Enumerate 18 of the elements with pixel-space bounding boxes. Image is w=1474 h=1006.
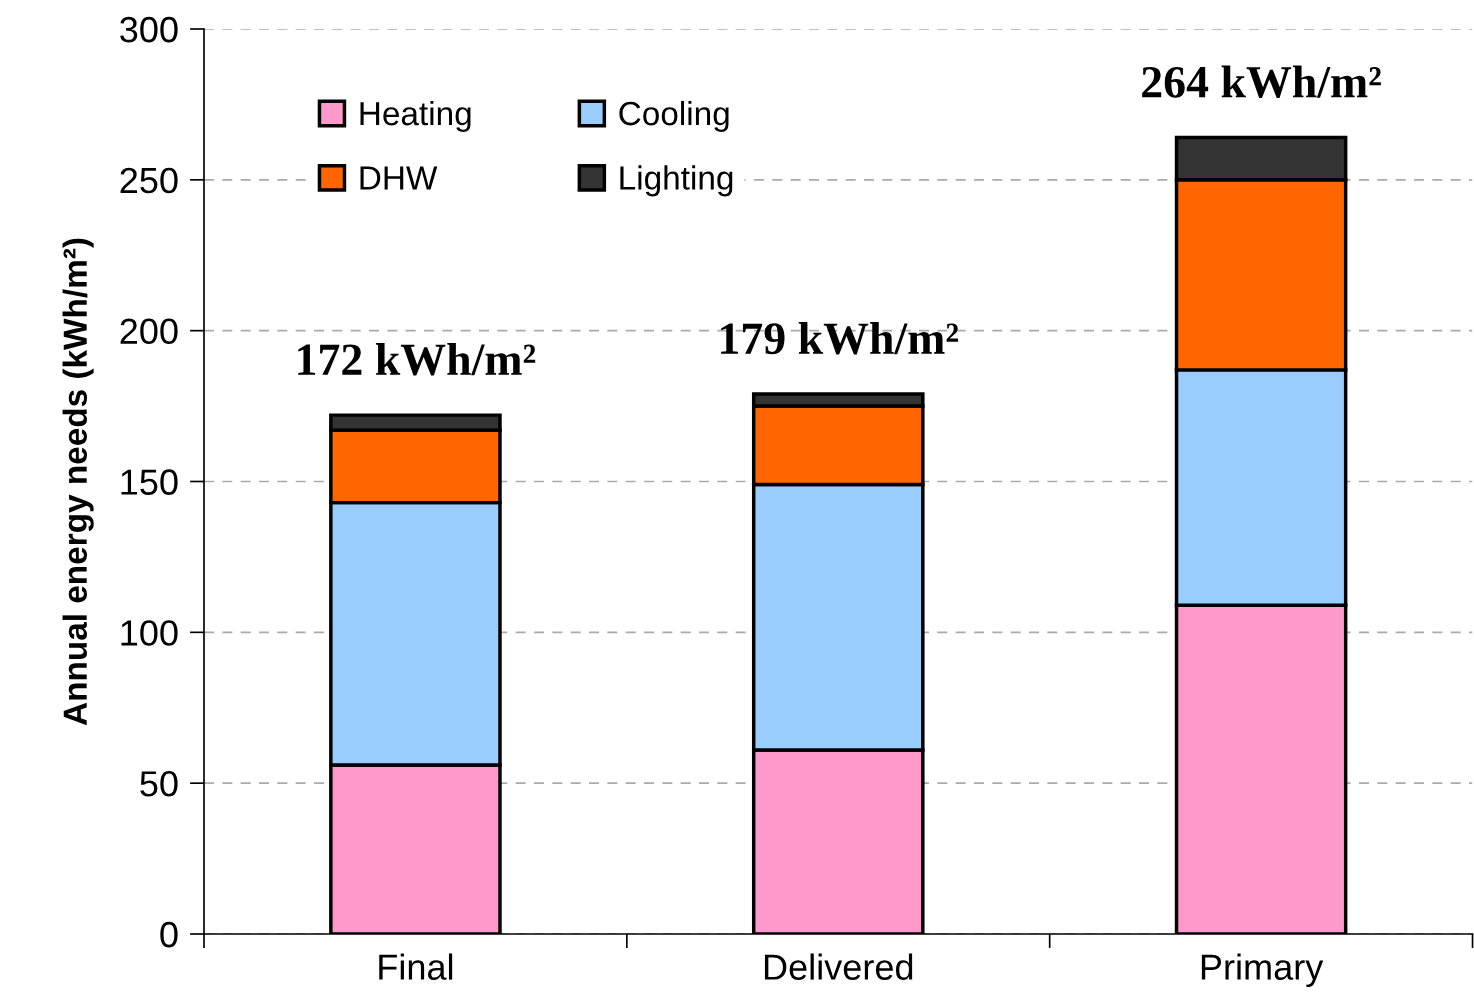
x-tick-label: Delivered — [764, 953, 913, 980]
y-tick-label: 300 — [120, 16, 178, 43]
legend-label: Cooling — [619, 100, 729, 132]
y-tick-label: 0 — [160, 921, 178, 948]
y-tick-label: 250 — [120, 167, 178, 194]
y-tick-label: 200 — [120, 318, 178, 345]
legend-label: Heating — [360, 100, 471, 132]
y-tick-label: 100 — [121, 620, 178, 646]
y-tick-label: 50 — [140, 771, 178, 797]
y-axis-title: Annual energy needs (kWh/m²) — [62, 238, 94, 726]
x-tick-label: Final — [379, 953, 453, 980]
total-label: 264 kWh/m² — [1142, 65, 1381, 98]
total-label: 179 kWh/m² — [721, 321, 959, 355]
x-tick-label: Primary — [1201, 953, 1324, 988]
legend-label: DHW — [360, 166, 438, 190]
legend-label: Lighting — [620, 165, 733, 197]
total-label: 172 kWh/m² — [298, 343, 536, 376]
y-tick-label: 150 — [121, 469, 178, 495]
